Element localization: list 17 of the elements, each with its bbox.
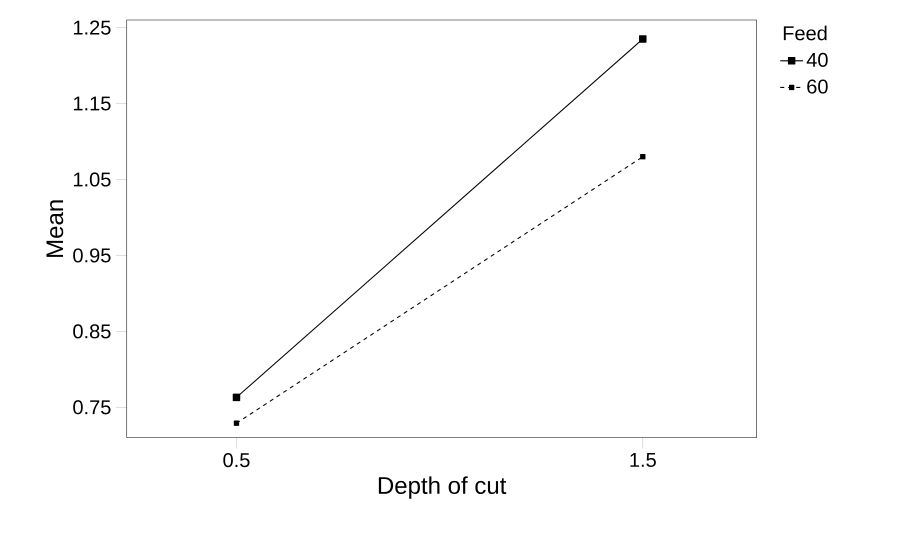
y-tick-label: 0.95 (73, 248, 111, 262)
point (234, 420, 240, 426)
y-tick-label: 1.05 (74, 172, 111, 187)
y-tick-label: 1.15 (74, 96, 111, 110)
x-axis-title: Depth of cut (378, 476, 506, 499)
legend-label: 60 (807, 79, 828, 94)
y-axis-title: Mean (46, 200, 64, 257)
legend-title: Feed (784, 26, 827, 40)
x-tick-label: 0.5 (223, 453, 250, 468)
y-tick-label: 1.25 (74, 20, 111, 35)
point (639, 35, 647, 43)
x-tick-label: 1.5 (630, 453, 656, 467)
point (640, 154, 646, 160)
y-tick-label: 0.85 (73, 324, 111, 338)
point (232, 394, 240, 402)
y-tick-label: 0.75 (73, 400, 111, 414)
legend-label: 40 (806, 52, 828, 67)
